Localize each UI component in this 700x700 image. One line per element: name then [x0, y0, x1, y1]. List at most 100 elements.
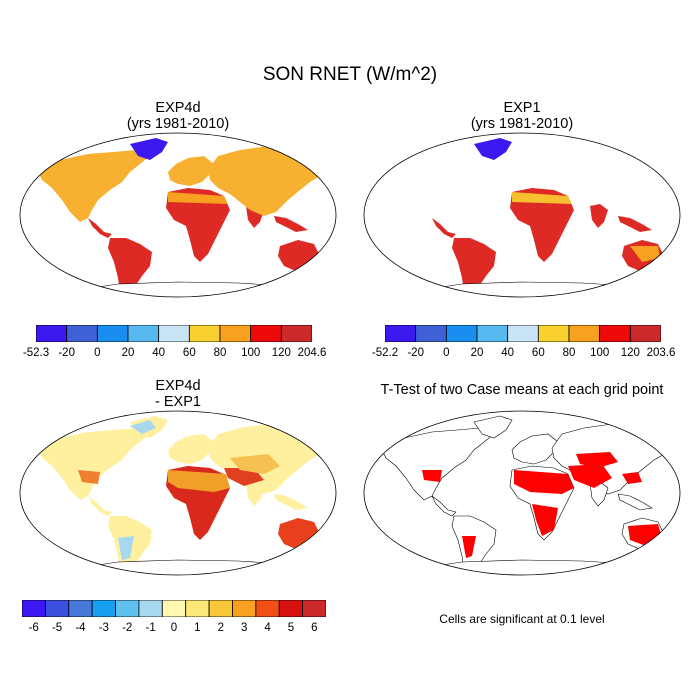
land-outlines: [381, 415, 675, 575]
colorbar-swatch: [44, 599, 70, 618]
colorbar-tick-label: 3: [240, 622, 248, 634]
colorbar-swatch: [68, 599, 93, 618]
colorbar-tick-label: 0: [443, 347, 450, 359]
colorbar-tick-label: -1: [145, 622, 156, 634]
colorbar-tick-label: 5: [287, 622, 295, 634]
panel-title-main: EXP1: [503, 100, 541, 116]
map-top-left: [19, 132, 337, 298]
colorbar-tick-label: -3: [98, 622, 109, 634]
colorbar-top-right: [384, 324, 662, 343]
colorbar-tick-label: 20: [470, 347, 484, 359]
colorbar-swatch: [278, 599, 304, 618]
panel-title-main: EXP4d: [155, 378, 201, 394]
colorbar-swatch: [384, 324, 417, 343]
colorbar-tick-label: 40: [501, 347, 515, 359]
panel-title-bottom-left: EXP4d - EXP1: [18, 378, 338, 410]
colorbar-tick-label: 203.6: [646, 347, 676, 359]
colorbar-swatch: [21, 599, 46, 618]
figure-title: SON RNET (W/m^2): [262, 64, 438, 85]
colorbar-swatch: [158, 324, 190, 343]
colorbar-swatches: [21, 599, 327, 618]
panel-title-top-right: EXP1 (yrs 1981-2010): [362, 100, 682, 132]
colorbar-labels-top-left: -52.3 -20 0 20 40 60 80 100 120 204.6: [23, 347, 327, 361]
colorbar-swatches: [384, 324, 662, 343]
tropical-region: [88, 188, 320, 297]
colorbar-swatch: [476, 324, 509, 343]
sa-change: [118, 536, 134, 560]
colorbar-tick-label: -52.2: [371, 347, 399, 359]
colorbar-swatch: [185, 599, 210, 618]
sahara-change: [168, 470, 230, 492]
panel-title-top-left: EXP4d (yrs 1981-2010): [18, 100, 338, 132]
panel-title-bottom-right: T-Test of two Case means at each grid po…: [380, 382, 664, 398]
colorbar-swatches: [35, 324, 313, 343]
colorbar-tick-label: 40: [152, 347, 166, 359]
colorbar-swatch: [219, 324, 252, 343]
colorbar-tick-label: 60: [531, 347, 545, 359]
colorbar-tick-label: 0: [170, 622, 178, 634]
map-bottom-right: [363, 410, 681, 576]
tropical-region: [432, 188, 664, 297]
colorbar-swatch: [138, 599, 163, 618]
greenland-change: [130, 420, 156, 434]
colorbar-tick-label: 120: [271, 347, 291, 359]
globe-outline: [19, 410, 337, 576]
panel-subtitle: (yrs 1981-2010): [470, 116, 574, 132]
central-asia-change: [230, 454, 280, 474]
colorbar-tick-label: 0: [94, 347, 101, 359]
colorbar-swatch: [280, 324, 313, 343]
colorbar-tick-label: 120: [620, 347, 640, 359]
significant-cells: [422, 452, 662, 558]
colorbar-top-left: [35, 324, 313, 343]
colorbar-tick-label: 204.6: [297, 347, 327, 359]
middle-east-change: [224, 468, 264, 486]
colorbar-swatch: [250, 324, 282, 343]
colorbar-swatch: [537, 324, 570, 343]
colorbar-tick-label: -6: [28, 622, 39, 634]
colorbar-tick-label: -4: [75, 622, 86, 634]
colorbar-swatch: [232, 599, 257, 618]
colorbar-swatch: [629, 324, 662, 343]
africa-north-band: [168, 192, 228, 204]
colorbar-tick-label: 20: [121, 347, 135, 359]
colorbar-tick-label: -20: [58, 347, 75, 359]
colorbar-swatch: [66, 324, 98, 343]
colorbar-tick-label: -2: [122, 622, 133, 634]
colorbar-tick-label: 4: [264, 622, 271, 634]
globe-outline: [363, 410, 681, 576]
map-bottom-left: [19, 410, 337, 576]
na-change: [78, 470, 100, 484]
colorbar-swatch: [161, 599, 187, 618]
colorbar-labels-top-right: -52.2 -20 0 20 40 60 80 100 120 203.6: [372, 347, 676, 361]
colorbar-swatch: [96, 324, 129, 343]
colorbar-swatch: [599, 324, 631, 343]
colorbar-tick-label: 100: [590, 347, 610, 359]
colorbar-tick-label: 100: [241, 347, 261, 359]
globe-outline: [19, 132, 337, 298]
colorbar-swatch: [115, 599, 140, 618]
colorbar-tick-label: -5: [51, 622, 63, 634]
colorbar-swatch: [127, 324, 160, 343]
colorbar-tick-label: -20: [407, 347, 424, 359]
colorbar-swatch: [415, 324, 447, 343]
colorbar-swatch: [208, 599, 233, 618]
panel-subtitle: - EXP1: [155, 394, 201, 410]
colorbar-labels-bottom-left: -6 -5 -4 -3 -2 -1 0 1 2 3 4 5 6: [22, 622, 326, 636]
colorbar-swatch: [568, 324, 601, 343]
colorbar-swatch: [445, 324, 478, 343]
significance-note: Cells are significant at 0.1 level: [439, 612, 605, 626]
colorbar-swatch: [507, 324, 539, 343]
colorbar-swatch: [35, 324, 68, 343]
colorbar-tick-label: 1: [194, 622, 201, 634]
map-top-right: [363, 132, 681, 298]
colorbar-bottom-left: [21, 599, 327, 618]
colorbar-swatch: [91, 599, 116, 618]
panel-subtitle: (yrs 1981-2010): [126, 116, 230, 132]
colorbar-swatch: [188, 324, 221, 343]
colorbar-tick-label: 60: [182, 347, 196, 359]
colorbar-tick-label: -52.3: [22, 347, 50, 359]
panel-title-main: EXP4d: [155, 100, 201, 116]
colorbar-swatch: [302, 599, 327, 618]
globe-outline: [363, 132, 681, 298]
colorbar-tick-label: 80: [562, 347, 576, 359]
